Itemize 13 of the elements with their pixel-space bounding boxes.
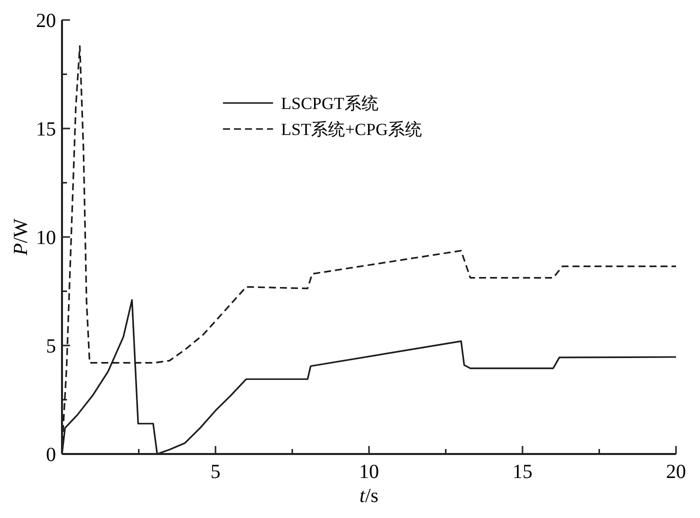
y-tick-label: 0 xyxy=(46,444,56,466)
y-axis-title: P/W xyxy=(10,218,32,256)
x-tick-label: 5 xyxy=(210,461,220,483)
legend-label: LSCPGT系统 xyxy=(281,94,378,113)
y-tick-label: 15 xyxy=(36,118,56,140)
x-axis-title: t/s xyxy=(360,485,379,507)
y-tick-label: 5 xyxy=(46,336,56,358)
x-tick-label: 20 xyxy=(666,461,686,483)
x-tick-label: 15 xyxy=(512,461,532,483)
legend-label: LST系统+CPG系统 xyxy=(281,120,422,139)
y-tick-label: 10 xyxy=(36,227,56,249)
y-tick-label: 20 xyxy=(36,10,56,32)
x-tick-label: 10 xyxy=(359,461,379,483)
